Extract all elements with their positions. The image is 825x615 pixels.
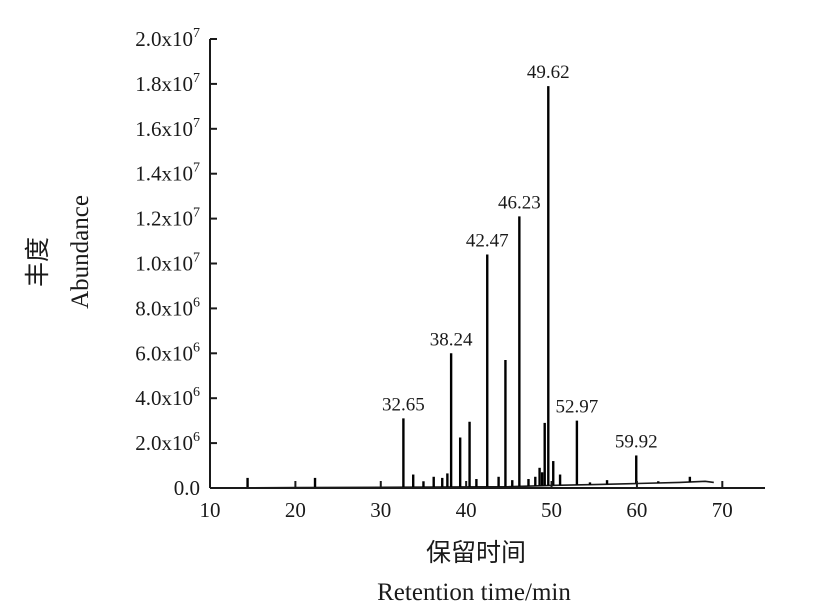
peak-label: 49.62 — [527, 62, 570, 83]
y-tick-label: 1.0x107 — [135, 251, 200, 276]
x-tick-label: 70 — [712, 498, 733, 522]
y-tick-label: 0.0 — [174, 476, 200, 500]
x-tick-label: 20 — [285, 498, 306, 522]
x-axis-title: Retention time/min — [377, 579, 571, 606]
y-tick-label: 2.0x106 — [135, 430, 200, 455]
x-tick-label: 30 — [370, 498, 391, 522]
y-axis-title-chinese: 丰度 — [24, 237, 52, 287]
x-tick-label: 60 — [626, 498, 647, 522]
y-tick-label: 1.6x107 — [135, 116, 200, 141]
y-tick-label: 4.0x106 — [135, 385, 200, 410]
axes: 0.0 2.0x106 4.0x106 6.0x106 8.0x106 1.0x107 1.… — [135, 26, 765, 522]
y-tick-label: 1.4x107 — [135, 161, 200, 186]
y-axis-title: Abundance — [67, 195, 94, 309]
x-tick-label: 50 — [541, 498, 562, 522]
peak-label: 59.92 — [615, 431, 658, 452]
x-tick-label: 40 — [456, 498, 477, 522]
baseline-trace — [214, 480, 714, 489]
x-tick-label: 10 — [200, 498, 221, 522]
plot-area: 32.65 38.24 42.47 46.23 49.62 52.97 59.92 — [214, 62, 714, 489]
peak-label: 32.65 — [382, 394, 425, 415]
y-tick-label: 1.2x107 — [135, 206, 200, 231]
y-tick-label: 8.0x106 — [135, 295, 200, 320]
peak-label: 46.23 — [498, 192, 541, 213]
y-tick-label: 2.0x107 — [135, 26, 200, 51]
y-tick-label: 1.8x107 — [135, 71, 200, 96]
x-axis-title-chinese: 保留时间 — [426, 539, 526, 567]
y-tick-label: 6.0x106 — [135, 340, 200, 365]
peak-label: 42.47 — [466, 231, 509, 252]
peak-label: 38.24 — [430, 329, 473, 350]
peak-label: 52.97 — [556, 397, 599, 418]
